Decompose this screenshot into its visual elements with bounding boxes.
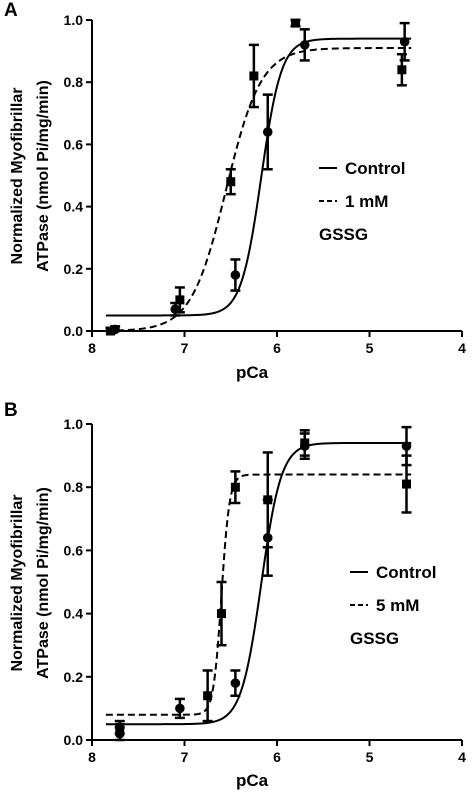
data-point-control: [299, 40, 310, 50]
y-tick-label: 0.0: [64, 323, 84, 339]
panels: A 0.0 0.2 0.4 0.6 0.8 1.0 8 7 6 5 4 pCa Normalized My…: [4, 0, 466, 790]
y-tick-label: 0.0: [64, 732, 84, 748]
x-tick-label: 5: [366, 749, 374, 765]
legend-label: Control: [345, 159, 405, 178]
data-point-control: [175, 703, 185, 714]
data-point-gssg: [175, 295, 185, 305]
data-point-control: [230, 678, 241, 688]
data-point-control: [399, 36, 410, 47]
y-tick-label: 0.4: [64, 606, 84, 622]
x-axis-title: pCa: [236, 363, 269, 382]
data-point-gssg: [263, 495, 273, 505]
x-tick-label: 4: [458, 749, 466, 765]
data-point-gssg: [115, 722, 125, 732]
panel-label: A: [4, 0, 18, 21]
chart-panel-a: A 0.0 0.2 0.4 0.6 0.8 1.0 8 7 6 5 4 pCa Normalized My…: [4, 0, 466, 382]
fit-curve-control: [105, 441, 412, 726]
x-axis-title: pCa: [236, 771, 269, 790]
fit-curve-gssg: [105, 473, 412, 716]
y-axis-title-line: Normalized Myofibrillar: [9, 495, 26, 672]
x-tick-label: 5: [366, 340, 374, 356]
legend-label: GSSG: [319, 225, 368, 244]
data-point-gssg: [230, 482, 240, 492]
y-tick-label: 1.0: [64, 12, 84, 28]
data-point-gssg: [217, 609, 226, 619]
data-point-gssg: [203, 691, 213, 701]
chart-panel-b: B 0.0 0.2 0.4 0.6 0.8 1.0 8 7 6 5 4 pCa Normalized My…: [4, 400, 466, 790]
fit-curve-gssg: [105, 47, 412, 332]
data-point-gssg: [249, 71, 259, 81]
data-point-control: [262, 127, 273, 137]
x-tick-label: 8: [88, 749, 96, 765]
data-point-gssg: [402, 479, 411, 489]
data-point-gssg: [300, 438, 310, 448]
y-axis-title-line: ATPase (nmol Pi/mg/min): [35, 80, 52, 272]
x-tick-label: 6: [273, 340, 281, 356]
fit-curve-control: [105, 37, 412, 317]
legend-label: 1 mM: [345, 192, 388, 211]
x-tick-label: 4: [458, 340, 466, 356]
y-axis-title-line: Normalized Myofibrillar: [9, 88, 26, 265]
x-tick-label: 6: [273, 749, 281, 765]
y-tick-label: 1.0: [64, 416, 84, 432]
legend-label: Control: [376, 563, 436, 582]
y-tick-label: 0.2: [64, 669, 84, 685]
y-axis-title-line: ATPase (nmol Pi/mg/min): [35, 487, 52, 679]
data-point-gssg: [226, 177, 236, 187]
data-point-gssg: [397, 65, 407, 75]
data-point-control: [230, 270, 241, 280]
y-tick-label: 0.2: [64, 261, 84, 277]
data-point-gssg: [106, 326, 115, 336]
data-point-control: [401, 441, 412, 451]
y-tick-label: 0.8: [64, 479, 84, 495]
legend-label: GSSG: [350, 629, 399, 648]
x-tick-label: 7: [181, 340, 189, 356]
x-tick-label: 8: [88, 340, 96, 356]
data-point-gssg: [291, 18, 300, 28]
legend-label: 5 mM: [376, 596, 419, 615]
y-tick-label: 0.6: [64, 136, 84, 152]
x-tick-label: 7: [181, 749, 189, 765]
y-tick-label: 0.6: [64, 542, 84, 558]
y-tick-label: 0.4: [64, 199, 84, 215]
panel-label: B: [4, 400, 18, 421]
y-tick-label: 0.8: [64, 74, 84, 90]
